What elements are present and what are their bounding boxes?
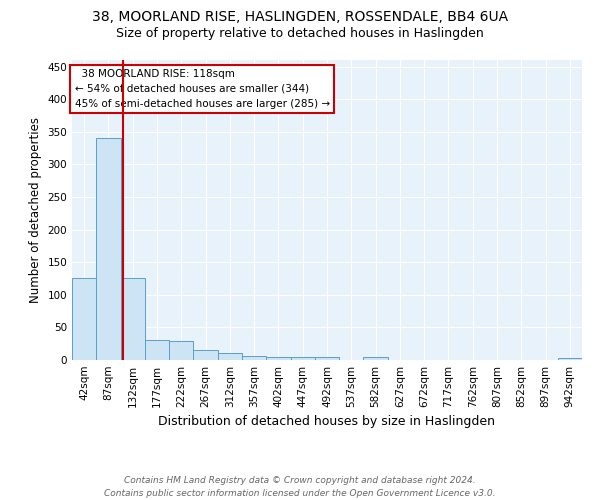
Bar xyxy=(96,138,121,360)
Text: 38 MOORLAND RISE: 118sqm
← 54% of detached houses are smaller (344)
45% of semi-: 38 MOORLAND RISE: 118sqm ← 54% of detach… xyxy=(74,69,329,108)
Bar xyxy=(364,356,388,360)
Bar xyxy=(72,278,96,360)
Bar xyxy=(121,278,145,360)
Text: Contains HM Land Registry data © Crown copyright and database right 2024.
Contai: Contains HM Land Registry data © Crown c… xyxy=(104,476,496,498)
Bar xyxy=(218,354,242,360)
Bar xyxy=(169,341,193,360)
Text: 38, MOORLAND RISE, HASLINGDEN, ROSSENDALE, BB4 6UA: 38, MOORLAND RISE, HASLINGDEN, ROSSENDAL… xyxy=(92,10,508,24)
X-axis label: Distribution of detached houses by size in Haslingden: Distribution of detached houses by size … xyxy=(158,416,496,428)
Bar xyxy=(290,358,315,360)
Bar xyxy=(558,358,582,360)
Bar xyxy=(315,358,339,360)
Bar xyxy=(266,358,290,360)
Bar xyxy=(242,356,266,360)
Text: Size of property relative to detached houses in Haslingden: Size of property relative to detached ho… xyxy=(116,28,484,40)
Bar xyxy=(145,340,169,360)
Bar xyxy=(193,350,218,360)
Y-axis label: Number of detached properties: Number of detached properties xyxy=(29,117,42,303)
